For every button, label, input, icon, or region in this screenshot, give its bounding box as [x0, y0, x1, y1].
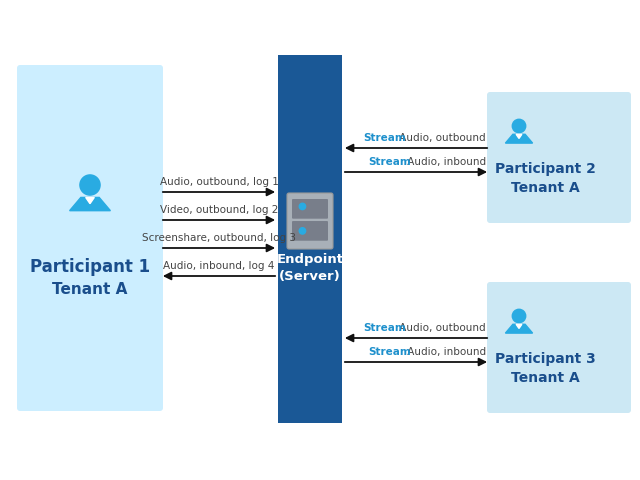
FancyBboxPatch shape — [278, 55, 342, 423]
Text: Participant 1: Participant 1 — [30, 258, 150, 276]
Text: Audio, outbound: Audio, outbound — [396, 323, 486, 333]
Polygon shape — [516, 324, 522, 328]
Text: Audio, inbound: Audio, inbound — [404, 347, 486, 357]
Circle shape — [512, 119, 525, 133]
Circle shape — [300, 203, 306, 210]
Text: Participant 2
Tenant A: Participant 2 Tenant A — [495, 162, 595, 195]
Text: Screenshare, outbound, log 3: Screenshare, outbound, log 3 — [142, 233, 296, 243]
Text: Video, outbound, log 2: Video, outbound, log 2 — [160, 205, 278, 215]
Circle shape — [80, 175, 100, 195]
FancyBboxPatch shape — [487, 92, 631, 223]
Text: Audio, inbound: Audio, inbound — [404, 157, 486, 167]
FancyBboxPatch shape — [287, 193, 333, 249]
Text: Participant 3
Tenant A: Participant 3 Tenant A — [495, 352, 595, 385]
Text: Stream: Stream — [364, 323, 406, 333]
FancyBboxPatch shape — [292, 221, 328, 241]
Text: Stream: Stream — [368, 157, 411, 167]
Text: Tenant A: Tenant A — [52, 282, 128, 297]
FancyBboxPatch shape — [17, 65, 163, 411]
Text: Endpoint
(Server): Endpoint (Server) — [276, 253, 344, 283]
Text: Audio, inbound, log 4: Audio, inbound, log 4 — [163, 261, 275, 271]
FancyBboxPatch shape — [487, 282, 631, 413]
Polygon shape — [506, 134, 532, 143]
Text: Stream: Stream — [364, 133, 406, 143]
Polygon shape — [86, 197, 94, 204]
Text: Audio, outbound: Audio, outbound — [396, 133, 486, 143]
Text: Stream: Stream — [368, 347, 411, 357]
Circle shape — [512, 309, 525, 323]
Circle shape — [300, 228, 306, 234]
Polygon shape — [70, 197, 111, 211]
Polygon shape — [516, 134, 522, 138]
Text: Audio, outbound, log 1: Audio, outbound, log 1 — [159, 177, 278, 187]
FancyBboxPatch shape — [292, 199, 328, 219]
Polygon shape — [506, 324, 532, 333]
